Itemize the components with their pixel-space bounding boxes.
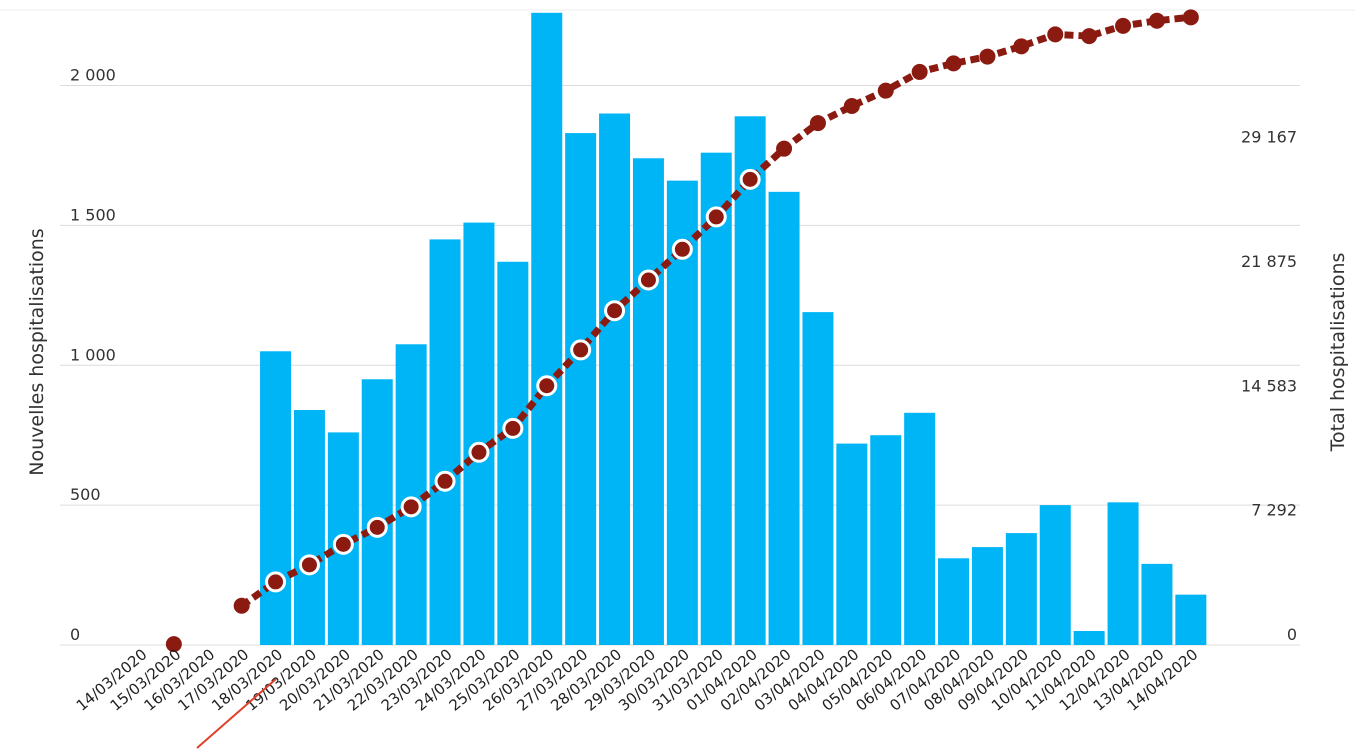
bar-25/03/2020	[497, 261, 529, 645]
y-tick-right-4: 29 167	[1241, 128, 1297, 147]
point-18/03/2020	[265, 571, 287, 593]
bar-28/03/2020	[599, 113, 631, 646]
x-labels-layer: 14/03/202015/03/202016/03/202017/03/2020…	[73, 645, 1202, 714]
point-21/03/2020	[366, 516, 388, 538]
y-tick-left-4: 2 000	[70, 66, 116, 85]
point-04/04/2020	[843, 98, 860, 115]
y-tick-right-0: 0	[1287, 625, 1297, 644]
point-07/04/2020	[945, 55, 962, 72]
point-20/03/2020	[332, 533, 354, 555]
bar-02/04/2020	[768, 191, 800, 646]
y-tick-right-1: 7 292	[1251, 501, 1297, 520]
bar-05/04/2020	[870, 435, 902, 645]
bar-10/04/2020	[1039, 505, 1071, 645]
point-19/03/2020	[298, 554, 320, 576]
point-03/04/2020	[809, 115, 826, 132]
y-tick-left-1: 500	[70, 485, 101, 504]
bar-12/04/2020	[1107, 502, 1139, 645]
markers-layer	[165, 9, 1199, 653]
point-05/04/2020	[877, 82, 894, 99]
y-tick-right-2: 14 583	[1241, 376, 1297, 395]
point-17/03/2020	[233, 597, 250, 614]
point-01/04/2020	[739, 168, 761, 190]
bar-29/03/2020	[632, 158, 664, 645]
point-15/03/2020	[165, 636, 182, 653]
y-tick-right-3: 21 875	[1241, 252, 1297, 271]
bar-23/03/2020	[429, 239, 461, 646]
bar-27/03/2020	[565, 133, 597, 646]
point-10/04/2020	[1047, 26, 1064, 43]
annotation-strike	[196, 678, 277, 749]
bar-11/04/2020	[1073, 631, 1105, 645]
ticks-layer: 0 500 1 000 1 500 2 000 0 7 292 14 583 21 875 29 …	[70, 66, 1297, 644]
bar-09/04/2020	[1005, 533, 1037, 645]
bar-07/04/2020	[938, 558, 970, 645]
point-29/03/2020	[637, 269, 659, 291]
point-02/04/2020	[776, 140, 793, 157]
bar-31/03/2020	[700, 152, 732, 645]
y-axis-title-right: Total hospitalisations	[1327, 253, 1349, 453]
point-26/03/2020	[536, 375, 558, 397]
point-28/03/2020	[604, 300, 626, 322]
bars-layer	[260, 12, 1207, 646]
point-31/03/2020	[705, 206, 727, 228]
point-12/04/2020	[1115, 17, 1132, 34]
bar-03/04/2020	[802, 312, 834, 645]
bar-13/04/2020	[1141, 563, 1173, 645]
bar-08/04/2020	[971, 547, 1003, 645]
annotation-layer	[196, 678, 277, 749]
point-25/03/2020	[502, 417, 524, 439]
y-tick-left-3: 1 500	[70, 205, 116, 224]
bar-18/03/2020	[260, 351, 292, 645]
bar-19/03/2020	[293, 410, 325, 645]
point-30/03/2020	[671, 238, 693, 260]
bar-24/03/2020	[463, 222, 495, 645]
bar-21/03/2020	[361, 379, 393, 645]
point-06/04/2020	[911, 63, 928, 80]
bar-04/04/2020	[836, 443, 868, 645]
bar-01/04/2020	[734, 116, 766, 645]
point-14/04/2020	[1182, 9, 1199, 26]
y-tick-left-0: 0	[70, 625, 80, 644]
y-axis-title-left: Nouvelles hospitalisations	[26, 228, 48, 475]
point-23/03/2020	[434, 470, 456, 492]
point-24/03/2020	[468, 441, 490, 463]
point-09/04/2020	[1013, 38, 1030, 55]
bar-06/04/2020	[904, 412, 936, 645]
point-13/04/2020	[1148, 12, 1165, 29]
point-22/03/2020	[400, 496, 422, 518]
bar-26/03/2020	[531, 12, 563, 645]
point-27/03/2020	[570, 339, 592, 361]
y-tick-left-2: 1 000	[70, 345, 116, 364]
point-11/04/2020	[1081, 28, 1098, 45]
bar-14/04/2020	[1175, 594, 1207, 645]
point-08/04/2020	[979, 48, 996, 65]
